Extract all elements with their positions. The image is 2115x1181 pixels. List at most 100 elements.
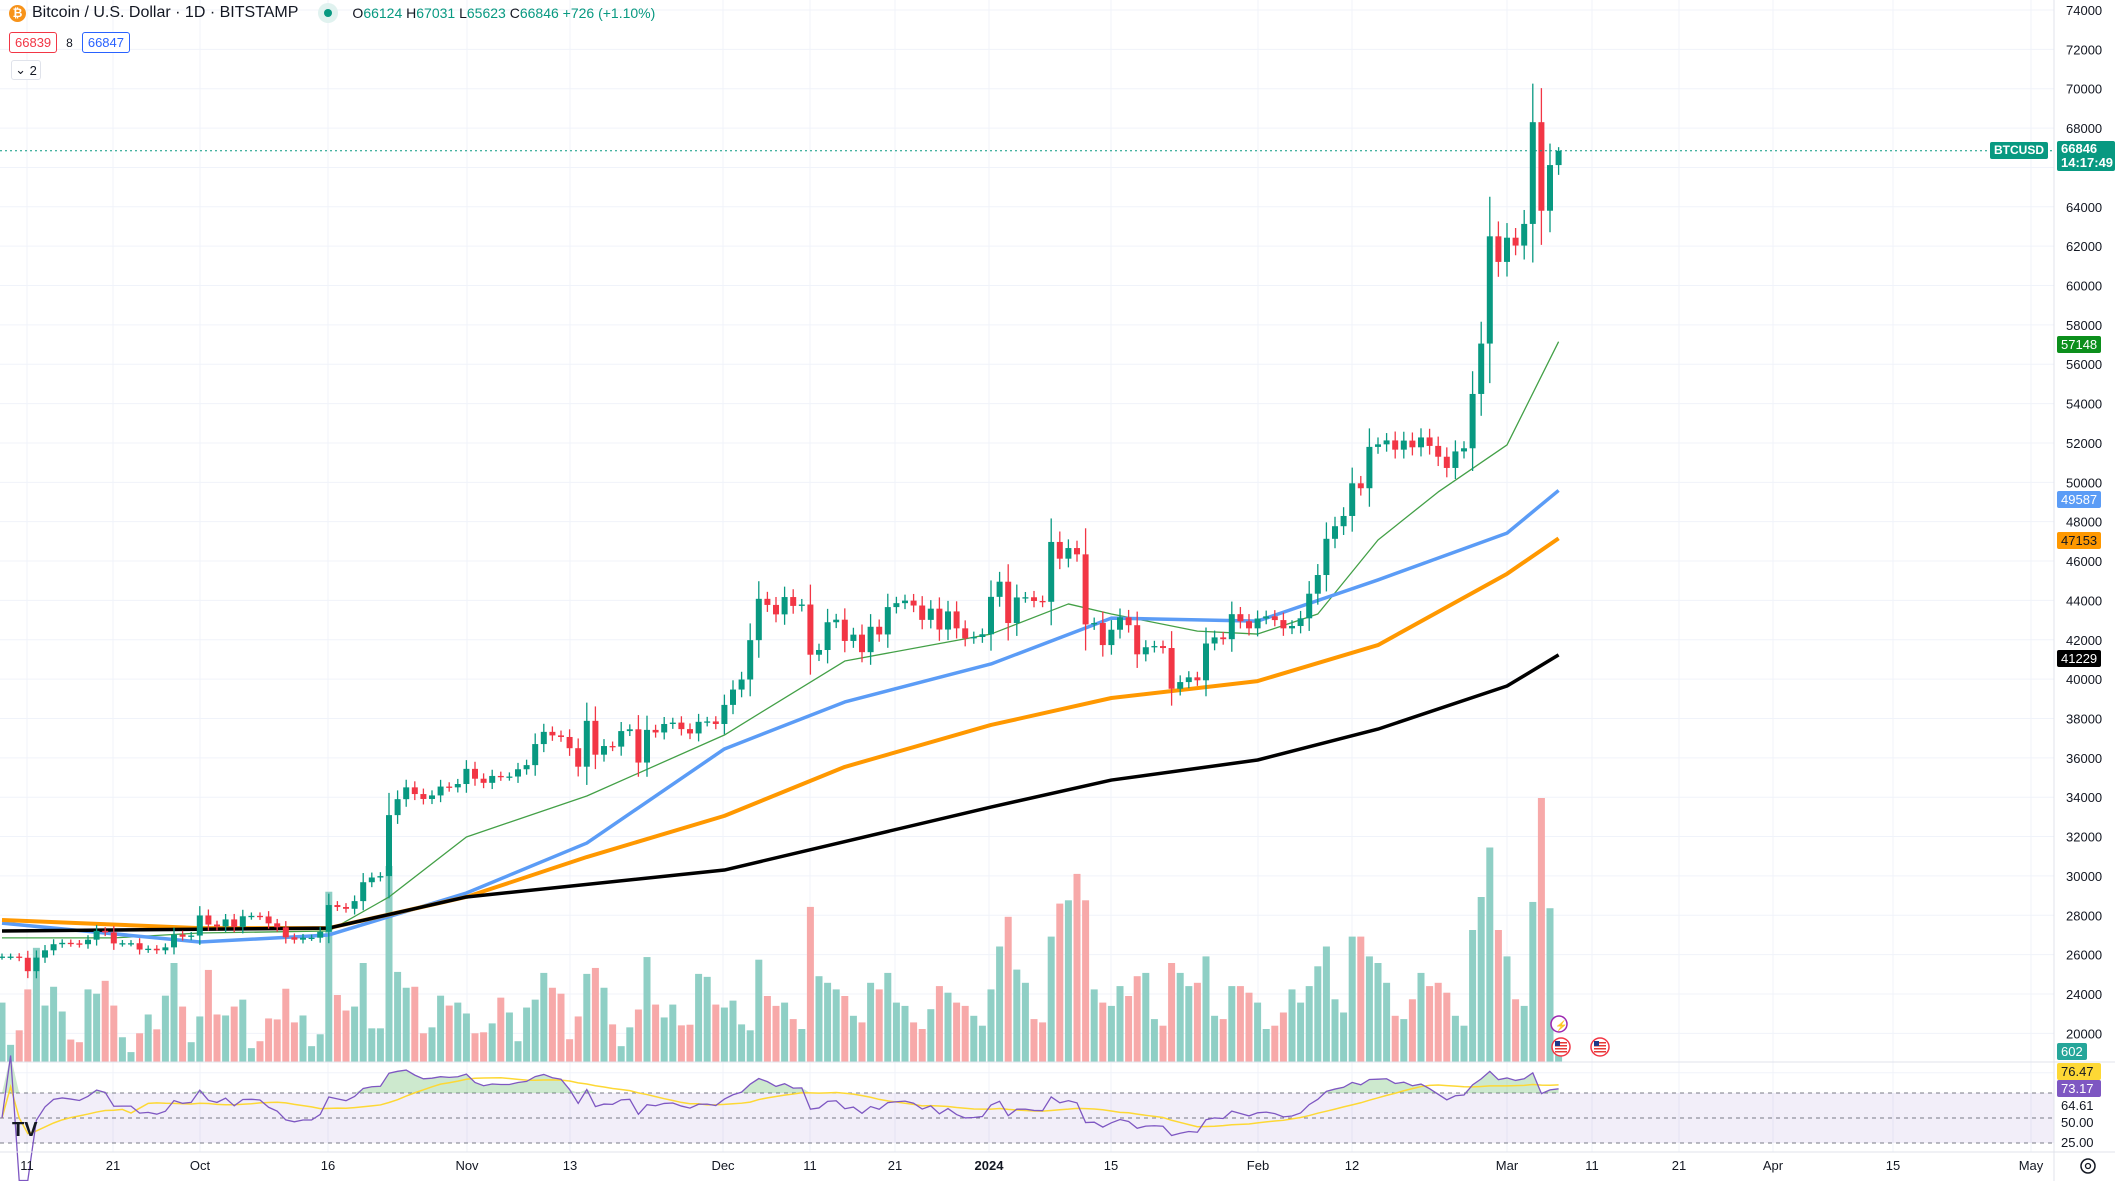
volume-bar [161,995,169,1062]
candle [1228,601,1235,652]
spread-value: 8 [66,35,73,50]
volume-bar [1185,986,1193,1062]
candle [644,715,650,777]
flag-stripe [1555,1045,1567,1047]
symbol-title[interactable]: Bitcoin / U.S. Dollar · 1D · BITSTAMP [32,4,299,21]
candle-body [1469,393,1476,449]
bitcoin-icon: ₿ [9,4,26,22]
volume-bar [935,986,943,1062]
candle [446,782,453,792]
volume-bar [996,946,1004,1062]
candle [566,729,573,756]
volume-bar [953,1002,961,1062]
price-axis-label: 34000 [2066,790,2102,805]
flag-stripe [1555,1048,1567,1050]
candle-body [1383,440,1390,445]
candle [970,631,977,644]
candle [1005,564,1012,641]
candle [1203,627,1209,697]
candle [523,759,530,775]
candle [738,671,745,698]
candle-body [76,943,83,945]
candle [1142,640,1149,662]
candle [979,628,986,643]
candle [1271,610,1278,627]
candle-body [1366,446,1373,489]
last-price-tag: 66846 14:17:49 [2057,140,2115,171]
volume-bar [1125,996,1133,1062]
volume-bar [1348,936,1356,1062]
volume-bar [849,1015,857,1062]
flag-stripe [1594,1048,1606,1050]
sell-button[interactable]: 66839 [9,32,58,53]
volume-bar [531,999,539,1062]
buy-button[interactable]: 66847 [81,32,130,53]
volume-bar [1340,1012,1348,1062]
candle-body [265,916,272,924]
candle [936,597,943,641]
candle [454,778,461,793]
symbol-header[interactable]: ₿ Bitcoin / U.S. Dollar · 1D · BITSTAMP … [9,3,655,23]
volume-bar [1099,1002,1107,1062]
price-axis-label: 58000 [2066,318,2102,333]
candle [841,608,848,653]
candle [996,571,1003,607]
market-status-icon[interactable] [318,3,339,23]
candle [1168,631,1175,706]
candle-body [1332,526,1338,539]
volume-bar [910,1022,918,1062]
candle [489,769,496,790]
bar-countdown: 14:17:49 [2061,154,2114,170]
candle-body [661,723,668,733]
candle-body [1099,623,1106,646]
candle-body [489,775,496,783]
volume-bar [961,1005,969,1062]
volume-bar [1400,1019,1408,1062]
volume-bar [1142,972,1150,1062]
candle-body [325,905,332,932]
candle-body [50,944,57,951]
volume-bar [480,1032,488,1062]
volume-bar [325,891,333,1062]
candle-body [437,786,444,796]
candle [291,933,298,944]
volume-bar [290,1022,298,1062]
candle [93,924,100,946]
rsi-ma-line [1,1076,1559,1135]
volume-bar [1443,992,1451,1062]
candle-body [16,956,23,958]
volume-bar [462,1013,470,1062]
candle-body [33,957,40,972]
volume-bar [1159,1025,1167,1062]
candle [1185,671,1192,689]
candle-body [1547,165,1553,211]
candle [1529,83,1536,263]
ohlc-values: O66124 H67031 L65623 C66846 +726 (+1.10%… [352,5,655,21]
volume-bar [1512,999,1520,1062]
volume-bar [729,1000,737,1062]
candle-body [1271,616,1278,621]
volume-bar [1469,930,1477,1062]
candle [884,593,891,648]
collapse-indicators-button[interactable]: ⌄ 2 [11,60,41,80]
candle [893,596,900,614]
volume-bar [626,1027,634,1062]
candle [1443,447,1450,478]
candle [1512,228,1519,256]
rsi-line [1,1055,1559,1181]
volume-bar [566,1039,574,1062]
candle-body [1082,554,1089,625]
candle [1452,440,1459,480]
settings-gear-icon[interactable] [2080,1158,2096,1174]
volume-bar [58,1011,66,1062]
candle-body [1056,541,1063,559]
time-axis-label: 15 [1886,1158,1900,1173]
volume-bar [84,989,92,1062]
candle-body [876,626,883,635]
candle [119,940,126,947]
candle-body [231,919,238,927]
volume-bar [643,957,651,1062]
candle-body [1521,223,1528,246]
ma-value-tag: 49587 [2057,491,2101,508]
